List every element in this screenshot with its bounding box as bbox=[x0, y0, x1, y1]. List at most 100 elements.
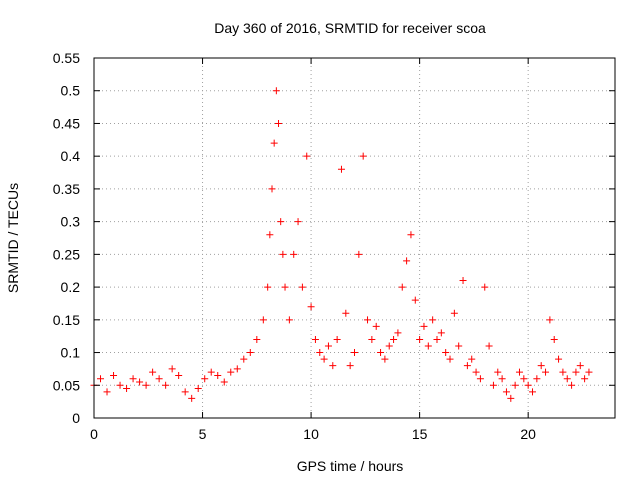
data-point bbox=[272, 87, 280, 95]
data-point bbox=[407, 231, 415, 239]
data-point bbox=[494, 368, 502, 376]
data-point bbox=[298, 283, 306, 291]
data-point bbox=[411, 296, 419, 304]
data-point bbox=[442, 349, 450, 357]
data-point bbox=[542, 368, 550, 376]
data-point bbox=[351, 349, 358, 357]
data-point bbox=[394, 329, 402, 337]
data-point bbox=[342, 309, 350, 317]
data-point bbox=[162, 381, 170, 389]
data-point bbox=[364, 316, 372, 324]
y-tick-label: 0.3 bbox=[61, 214, 81, 230]
data-point bbox=[359, 152, 367, 160]
data-point bbox=[240, 355, 248, 363]
data-point bbox=[472, 368, 480, 376]
data-point bbox=[320, 355, 328, 363]
data-point bbox=[420, 322, 428, 330]
data-point bbox=[533, 375, 541, 383]
data-point bbox=[585, 368, 593, 376]
data-point bbox=[398, 283, 406, 291]
data-point bbox=[294, 218, 302, 226]
data-point bbox=[346, 362, 354, 370]
data-point bbox=[277, 218, 285, 226]
data-points bbox=[90, 87, 593, 402]
chart-title: Day 360 of 2016, SRMTID for receiver sco… bbox=[214, 20, 486, 36]
x-axis-label: GPS time / hours bbox=[297, 458, 404, 474]
data-point bbox=[233, 365, 241, 373]
data-point bbox=[155, 375, 163, 383]
data-point bbox=[246, 349, 254, 357]
data-point bbox=[188, 394, 196, 402]
data-point bbox=[149, 368, 157, 376]
x-tick-label: 15 bbox=[412, 426, 428, 442]
data-point bbox=[136, 378, 144, 386]
plot-frame bbox=[93, 57, 616, 419]
data-point bbox=[337, 165, 345, 173]
data-point bbox=[214, 371, 222, 379]
data-point bbox=[110, 371, 118, 379]
data-point bbox=[181, 388, 189, 396]
data-point bbox=[546, 316, 554, 324]
data-point bbox=[459, 277, 467, 285]
data-point bbox=[275, 119, 283, 127]
data-point bbox=[550, 335, 558, 343]
x-tick-label: 5 bbox=[199, 426, 207, 442]
data-point bbox=[97, 375, 105, 383]
data-point bbox=[463, 362, 471, 370]
x-tick-label: 0 bbox=[90, 426, 98, 442]
data-point bbox=[259, 316, 267, 324]
data-point bbox=[446, 355, 454, 363]
data-point bbox=[377, 349, 385, 357]
data-point bbox=[103, 388, 111, 396]
data-point bbox=[220, 378, 228, 386]
data-point bbox=[433, 335, 441, 343]
y-tick-label: 0.1 bbox=[61, 345, 81, 361]
grid bbox=[94, 58, 615, 418]
data-point bbox=[168, 365, 176, 373]
data-point bbox=[385, 342, 393, 350]
data-point bbox=[537, 362, 545, 370]
data-point bbox=[311, 335, 319, 343]
data-point bbox=[581, 375, 589, 383]
data-point bbox=[437, 329, 445, 337]
data-point bbox=[455, 342, 463, 350]
data-point bbox=[468, 355, 476, 363]
data-point bbox=[329, 362, 337, 370]
data-point bbox=[279, 250, 287, 258]
data-point bbox=[316, 349, 324, 357]
data-point bbox=[281, 283, 289, 291]
data-point bbox=[502, 388, 510, 396]
data-point bbox=[285, 316, 293, 324]
data-point bbox=[116, 381, 124, 389]
y-axis-label: SRMTID / TECUs bbox=[5, 183, 21, 293]
data-point bbox=[175, 371, 183, 379]
data-point bbox=[290, 250, 298, 258]
data-point bbox=[485, 342, 493, 350]
data-point bbox=[372, 322, 380, 330]
data-point bbox=[555, 355, 563, 363]
data-point bbox=[524, 381, 532, 389]
data-point bbox=[559, 368, 567, 376]
data-point bbox=[381, 355, 389, 363]
x-tick-label: 10 bbox=[303, 426, 319, 442]
data-point bbox=[481, 283, 489, 291]
data-point bbox=[207, 368, 215, 376]
data-point bbox=[515, 368, 523, 376]
data-point bbox=[368, 335, 376, 343]
data-point bbox=[563, 375, 571, 383]
data-point bbox=[511, 381, 519, 389]
y-tick-label: 0.25 bbox=[53, 246, 80, 262]
y-tick-label: 0.35 bbox=[53, 181, 80, 197]
y-tick-label: 0.05 bbox=[53, 377, 80, 393]
y-tick-label: 0.4 bbox=[61, 148, 81, 164]
data-point bbox=[333, 335, 341, 343]
data-point bbox=[529, 388, 537, 396]
data-point bbox=[303, 152, 311, 160]
data-point bbox=[507, 394, 515, 402]
data-point bbox=[264, 283, 272, 291]
data-point bbox=[403, 257, 411, 265]
data-point bbox=[227, 368, 235, 376]
data-point bbox=[568, 381, 576, 389]
data-point bbox=[450, 309, 458, 317]
